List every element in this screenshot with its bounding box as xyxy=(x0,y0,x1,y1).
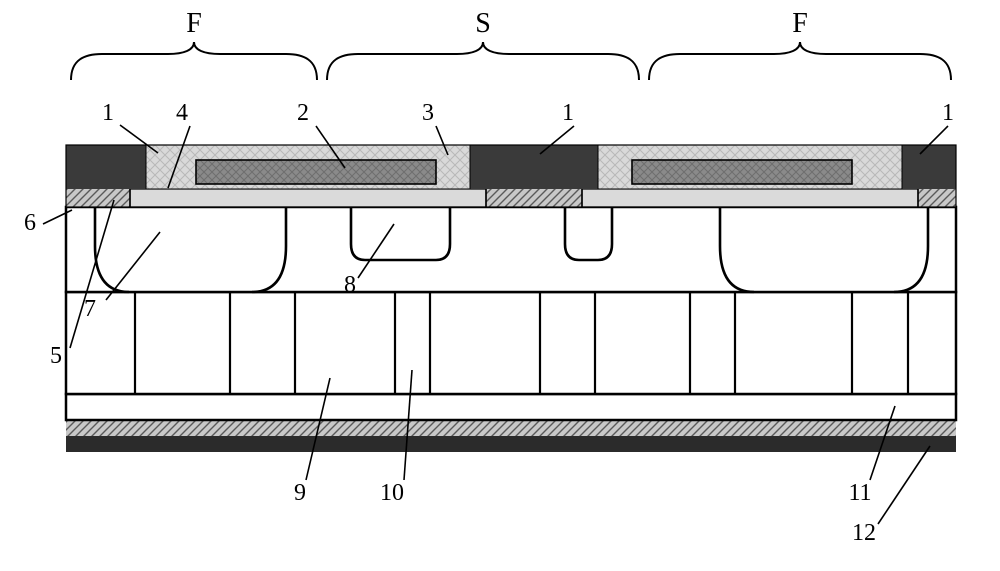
layer-1-top-metal xyxy=(66,145,146,189)
callout-label: 6 xyxy=(24,210,36,236)
callout-label: 11 xyxy=(848,480,871,506)
callout-label: 10 xyxy=(380,480,404,506)
callout-leader xyxy=(878,446,930,524)
callout-label: 3 xyxy=(422,100,434,126)
callout-label: 7 xyxy=(84,296,96,322)
semiconductor-cross-section-diagram: FSF 14231167589101112 xyxy=(0,0,1000,571)
region-label: S xyxy=(475,8,491,39)
layer-hatched-bottom xyxy=(66,420,956,436)
region-bracket xyxy=(327,42,639,80)
callout-label: 4 xyxy=(176,100,188,126)
layer-lower-body xyxy=(66,292,956,394)
layer-2-gate-plate xyxy=(196,160,436,184)
callout-label: 1 xyxy=(562,100,574,126)
layer-1-top-metal xyxy=(902,145,956,189)
callout-label: 2 xyxy=(297,100,309,126)
region-brackets: FSF xyxy=(71,8,951,80)
layer-4-cavity-floor xyxy=(130,189,486,207)
region-bracket xyxy=(649,42,951,80)
callout-label: 5 xyxy=(50,343,62,369)
layer-12-bottom-electrode xyxy=(66,436,956,452)
layer-11 xyxy=(66,394,956,420)
callout-label: 12 xyxy=(852,520,876,546)
callout-label: 1 xyxy=(102,100,114,126)
layer-1-top-metal xyxy=(470,145,598,189)
callout-label: 9 xyxy=(294,480,306,506)
layer-upper-body xyxy=(66,207,956,292)
callout-label: 1 xyxy=(942,100,954,126)
callout-label: 8 xyxy=(344,272,356,298)
layer-4-cavity-floor xyxy=(582,189,918,207)
device-cross-section xyxy=(66,145,956,452)
region-label: F xyxy=(792,8,808,39)
region-bracket xyxy=(71,42,317,80)
region-label: F xyxy=(186,8,202,39)
layer-2-gate-plate xyxy=(632,160,852,184)
